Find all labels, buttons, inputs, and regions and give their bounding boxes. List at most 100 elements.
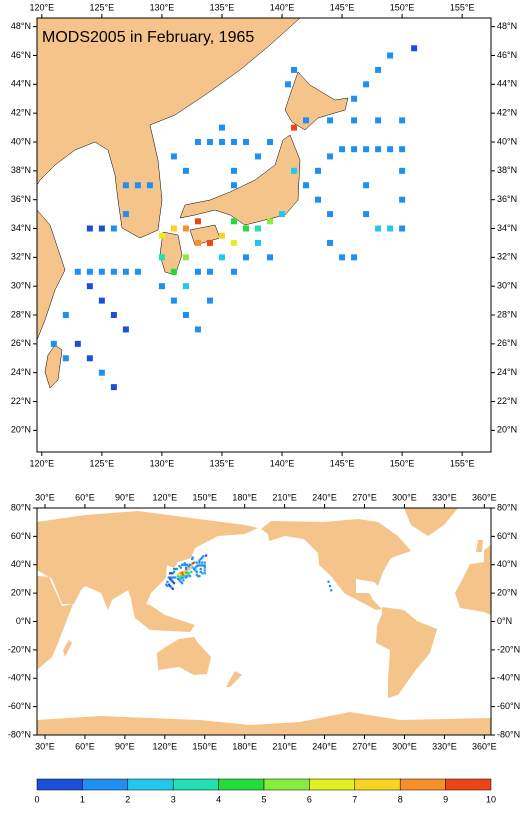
observation: [267, 139, 274, 145]
observation: [178, 565, 181, 568]
observation: [339, 146, 346, 153]
land: [455, 545, 491, 615]
observation: [218, 124, 225, 131]
observation: [411, 45, 418, 52]
colorbar-segment: [445, 778, 492, 791]
observation: [166, 580, 169, 583]
observation: [203, 572, 206, 575]
observation: [254, 153, 261, 160]
observation: [122, 268, 129, 275]
y-tick-label: -60°N: [497, 701, 520, 711]
observation: [167, 583, 170, 586]
observation: [122, 211, 129, 218]
land: [404, 508, 458, 536]
observation: [339, 254, 346, 261]
y-tick-label: 46°N: [497, 50, 517, 60]
observation: [62, 355, 69, 362]
observation: [399, 167, 406, 174]
observation: [158, 232, 165, 239]
y-tick-label: 40°N: [497, 136, 517, 146]
x-tick-label: 90°E: [115, 741, 135, 751]
observation: [200, 572, 204, 575]
observation: [328, 584, 332, 588]
x-tick-label: 240°E: [312, 492, 337, 502]
observation: [375, 117, 382, 124]
x-tick-label: 360°E: [472, 492, 497, 502]
y-tick-label: -40°N: [8, 673, 31, 683]
observation: [242, 225, 249, 232]
x-tick-label: 210°E: [272, 741, 297, 751]
observation: [198, 559, 201, 562]
observation: [218, 139, 225, 145]
observation: [174, 576, 177, 579]
observation: [202, 564, 205, 567]
observation: [158, 254, 165, 261]
observation: [186, 575, 189, 578]
observation: [170, 225, 177, 232]
observation: [195, 570, 198, 573]
colorbar-label: 6: [307, 794, 312, 804]
colorbar-label: 4: [216, 794, 221, 804]
y-tick-label: 20°N: [497, 588, 517, 598]
observation: [206, 139, 213, 145]
observation: [200, 561, 204, 564]
observation: [179, 572, 182, 575]
observation: [170, 572, 173, 575]
observation: [182, 167, 189, 174]
observation: [203, 561, 206, 564]
colorbar-label: 10: [486, 794, 496, 804]
observation: [189, 563, 192, 566]
observation: [399, 196, 406, 203]
y-tick-label: 30°N: [497, 281, 517, 291]
y-tick-label: 36°N: [497, 194, 517, 204]
observation: [86, 225, 93, 232]
observation: [187, 573, 190, 576]
y-tick-label: 24°N: [497, 367, 517, 377]
map-title: MODS2005 in February, 1965: [42, 29, 254, 46]
land: [63, 640, 72, 657]
y-tick-label: 46°N: [11, 50, 31, 60]
observation: [110, 384, 117, 391]
observation: [146, 182, 153, 189]
observation: [86, 283, 93, 290]
y-tick-label: 20°N: [11, 588, 31, 598]
colorbar-label: 5: [261, 794, 266, 804]
y-tick-label: 22°N: [497, 396, 517, 406]
y-tick-label: 40°N: [11, 136, 31, 146]
land: [261, 519, 411, 610]
observation: [166, 584, 169, 588]
observation: [199, 557, 202, 561]
x-tick-label: 300°E: [392, 492, 417, 502]
observation: [399, 146, 406, 153]
observation: [173, 570, 176, 573]
x-tick-label: 150°E: [390, 458, 415, 468]
observation: [254, 225, 261, 232]
observation: [206, 297, 213, 304]
y-tick-label: 34°N: [11, 223, 31, 233]
observation: [303, 182, 310, 189]
observation: [387, 146, 394, 153]
y-tick-label: 26°N: [497, 338, 517, 348]
observation: [193, 567, 196, 571]
observation: [181, 571, 184, 574]
observation: [170, 586, 173, 589]
observation: [267, 218, 274, 225]
global-map: [37, 508, 491, 735]
observation: [169, 576, 172, 579]
observation: [196, 575, 200, 578]
x-tick-label: 120°E: [152, 741, 177, 751]
x-tick-label: 180°E: [232, 492, 257, 502]
observation: [204, 554, 208, 557]
observation: [193, 561, 196, 564]
y-tick-label: 44°N: [11, 79, 31, 89]
observation: [171, 576, 174, 579]
x-tick-label: 120°E: [152, 492, 177, 502]
y-tick-label: -60°N: [8, 701, 31, 711]
observation: [182, 563, 185, 566]
x-tick-label: 180°E: [232, 741, 257, 751]
observation: [167, 576, 170, 579]
y-tick-label: 40°N: [11, 559, 31, 569]
observation: [86, 355, 93, 362]
observation: [177, 577, 180, 581]
y-tick-label: 42°N: [11, 108, 31, 118]
